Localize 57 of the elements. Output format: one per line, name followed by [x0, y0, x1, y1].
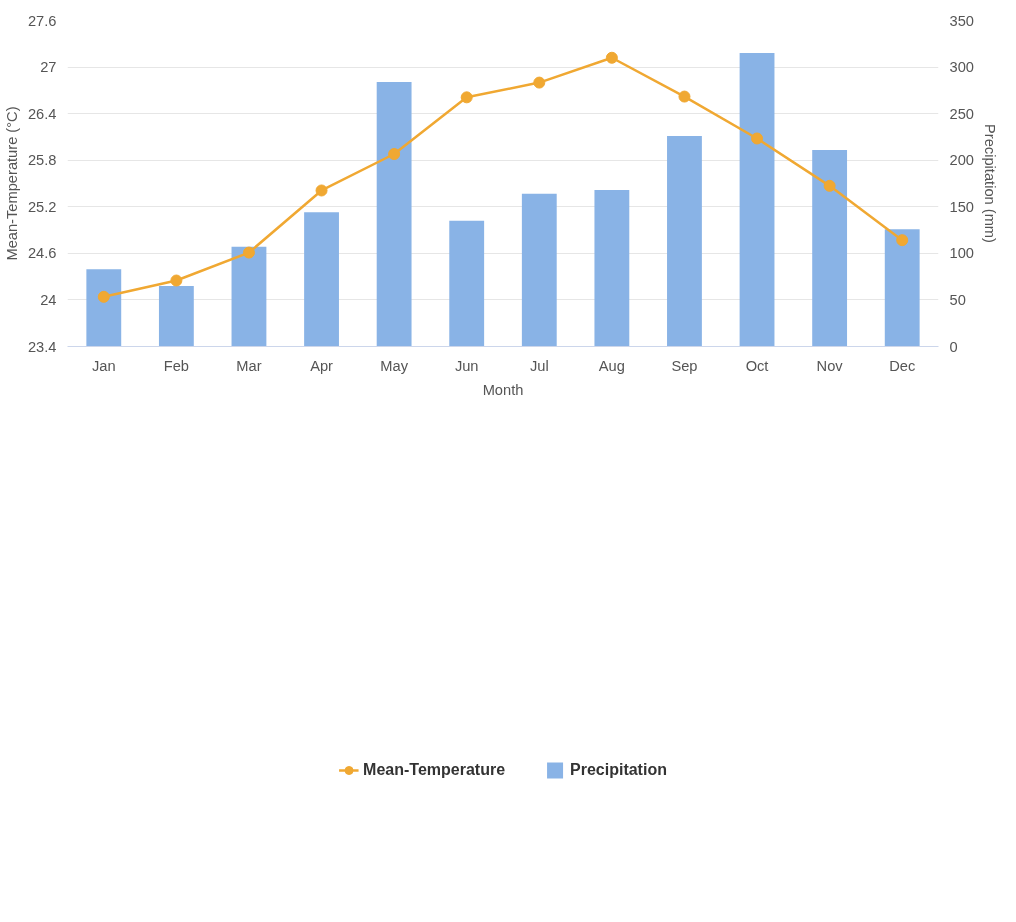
y-tick-label: 26.4 [27, 105, 57, 122]
y2-tick-label: 250 [949, 105, 974, 122]
bar [739, 53, 775, 347]
y-tick-label: 25.2 [27, 198, 57, 215]
bar [158, 285, 194, 347]
bar [521, 193, 557, 347]
legend-label: Precipitation [570, 761, 667, 779]
point [751, 132, 764, 145]
x-tick-label: Nov [816, 357, 844, 374]
y-tick-label: 25.8 [27, 152, 57, 169]
x-tick-label: Aug [598, 357, 625, 374]
bar [304, 212, 339, 347]
point [242, 246, 255, 259]
bar [376, 81, 412, 347]
x-tick-label: Jan [91, 357, 116, 374]
y2-tick-label: 350 [949, 12, 974, 29]
y-tick-label: 27 [40, 59, 57, 76]
point [605, 51, 618, 64]
y2-tick-label: 50 [949, 291, 966, 308]
x-tick-label: Apr [310, 357, 334, 374]
bar [86, 269, 122, 347]
x-tick-label: Mar [236, 357, 262, 374]
y-tick-label: 24 [40, 291, 57, 308]
x-tick-label: May [380, 357, 409, 374]
y2-tick-label: 100 [949, 245, 974, 262]
y2-axis-title: Precipitation (mm) [981, 124, 998, 243]
y-tick-label: 23.4 [27, 338, 57, 355]
x-tick-label: Sep [671, 357, 698, 374]
x-tick-label: Jul [529, 357, 549, 374]
bar [667, 136, 702, 347]
y-tick-label: 24.6 [27, 245, 57, 262]
y-axis-title: Mean-Temperature (°C) [3, 106, 20, 261]
point [97, 290, 110, 303]
x-tick-label: Feb [163, 357, 190, 374]
legend-label: Mean-Temperature [363, 761, 506, 779]
bar [449, 220, 485, 347]
point [678, 90, 691, 103]
y2-tick-label: 200 [949, 152, 974, 169]
y2-tick-label: 150 [949, 198, 974, 215]
point [533, 76, 546, 89]
point [315, 184, 328, 197]
y-tick-label: 27.6 [27, 12, 57, 29]
x-tick-label: Oct [745, 357, 769, 374]
x-tick-label: Jun [454, 357, 479, 374]
bar [812, 149, 848, 347]
point [388, 148, 401, 160]
x-tick-label: Dec [889, 357, 916, 374]
bar [594, 190, 630, 347]
y2-tick-label: 0 [949, 338, 958, 355]
point [896, 234, 909, 247]
point [170, 274, 183, 287]
bar [231, 246, 267, 347]
point [460, 91, 473, 104]
y2-tick-label: 300 [949, 59, 974, 76]
bar [884, 229, 920, 347]
point [823, 179, 836, 192]
x-axis-title: Month [482, 381, 524, 398]
